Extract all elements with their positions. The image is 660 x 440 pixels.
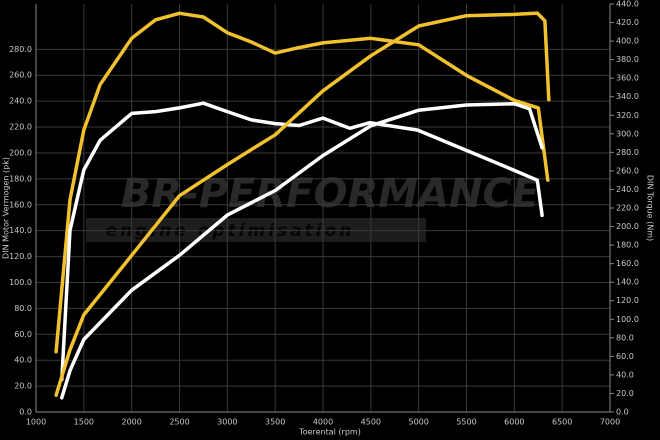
y2-tick-label: 280.0 xyxy=(616,148,639,157)
y2-tick-label: 120.0 xyxy=(616,296,639,305)
x-tick-label: 6000 xyxy=(504,418,524,427)
y2-tick-label: 160.0 xyxy=(616,259,639,268)
x-tick-label: 5000 xyxy=(408,418,428,427)
y-tick-label: 120.0 xyxy=(9,252,32,261)
y2-tick-label: 180.0 xyxy=(616,241,639,250)
y-tick-label: 180.0 xyxy=(9,174,32,183)
y2-tick-label: 240.0 xyxy=(616,185,639,194)
x-tick-label: 3000 xyxy=(217,418,237,427)
line xyxy=(60,101,544,400)
y2-tick-label: 320.0 xyxy=(616,111,639,120)
y-tick-label: 80.0 xyxy=(14,304,32,313)
y2-axis-label: DIN Torque (Nm) xyxy=(646,175,655,241)
x-tick-label: 2000 xyxy=(121,418,141,427)
x-tick-label: 4500 xyxy=(361,418,381,427)
y-axis-label: DIN Motor Vermogen (pk) xyxy=(2,157,11,259)
y-tick-label: 20.0 xyxy=(14,382,32,391)
y-tick-label: 220.0 xyxy=(9,123,32,132)
y2-tick-label: 100.0 xyxy=(616,315,639,324)
y2-tick-label: 380.0 xyxy=(616,55,639,64)
x-tick-label: 7000 xyxy=(600,418,620,427)
y2-tick-label: 80.0 xyxy=(616,333,634,342)
y2-tick-label: 440.0 xyxy=(616,0,639,9)
y2-tick-label: 220.0 xyxy=(616,204,639,213)
y2-tick-label: 200.0 xyxy=(616,222,639,231)
y-tick-label: 280.0 xyxy=(9,45,32,54)
y-tick-label: 260.0 xyxy=(9,71,32,80)
line xyxy=(60,101,544,382)
y2-tick-label: 400.0 xyxy=(616,37,639,46)
y2-tick-label: 260.0 xyxy=(616,166,639,175)
watermark: BR-PERFORMANCE engine optimisation xyxy=(86,171,539,242)
x-tick-label: 1500 xyxy=(74,418,94,427)
watermark-band xyxy=(86,218,426,242)
y-tick-label: 200.0 xyxy=(9,148,32,157)
y-tick-label: 140.0 xyxy=(9,226,32,235)
y-tick-label: 100.0 xyxy=(9,278,32,287)
x-tick-label: 4000 xyxy=(313,418,333,427)
y-tick-label: 0.0 xyxy=(19,408,32,417)
x-tick-label: 2500 xyxy=(169,418,189,427)
x-tick-label: 1000 xyxy=(26,418,46,427)
line xyxy=(54,11,550,354)
x-tick-label: 6500 xyxy=(552,418,572,427)
x-axis-label: Toerental (rpm) xyxy=(298,428,361,437)
y2-tick-label: 20.0 xyxy=(616,389,634,398)
y-tick-label: 40.0 xyxy=(14,356,32,365)
y-tick-label: 160.0 xyxy=(9,200,32,209)
y2-tick-label: 60.0 xyxy=(616,352,634,361)
y2-tick-label: 340.0 xyxy=(616,92,639,101)
x-tick-label: 5500 xyxy=(456,418,476,427)
y2-tick-label: 300.0 xyxy=(616,129,639,138)
y2-tick-label: 420.0 xyxy=(616,18,639,27)
y-tick-label: 240.0 xyxy=(9,97,32,106)
x-tick-label: 3500 xyxy=(265,418,285,427)
line xyxy=(54,11,551,397)
y-tick-label: 60.0 xyxy=(14,330,32,339)
y2-tick-label: 360.0 xyxy=(616,74,639,83)
y2-tick-label: 40.0 xyxy=(616,370,634,379)
y2-tick-label: 140.0 xyxy=(616,278,639,287)
y2-tick-label: 0.0 xyxy=(616,408,629,417)
